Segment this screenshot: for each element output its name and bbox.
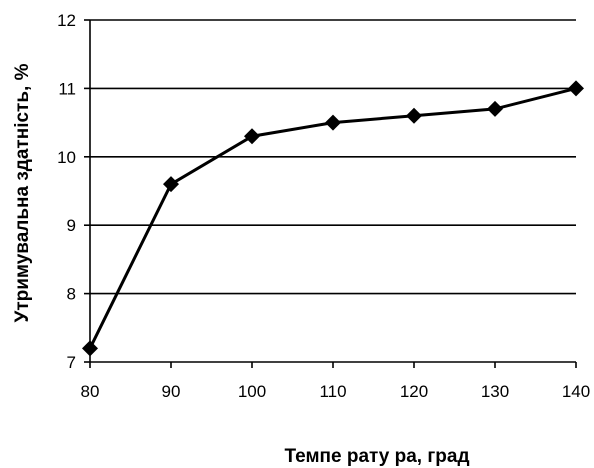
gridlines <box>90 19 576 295</box>
data-point-130 <box>487 100 503 117</box>
y-tick-label-12: 12 <box>57 11 76 30</box>
x-axis-title: Темпе рату ра, град <box>284 446 469 467</box>
x-tick-label-130: 130 <box>481 382 509 401</box>
data-point-120 <box>406 107 422 124</box>
x-tick-label-90: 90 <box>162 382 181 401</box>
x-tick-label-80: 80 <box>81 382 100 401</box>
y-tick-label-10: 10 <box>57 148 76 167</box>
y-tick-label-8: 8 <box>67 285 76 304</box>
x-tick-label-100: 100 <box>238 382 266 401</box>
y-tick-label-7: 7 <box>67 353 76 372</box>
x-tick-label-120: 120 <box>400 382 428 401</box>
data-point-80 <box>82 340 98 357</box>
data-point-90 <box>163 176 179 193</box>
data-point-110 <box>325 114 341 131</box>
data-point-100 <box>244 128 260 145</box>
data-point-140 <box>568 80 584 97</box>
series <box>82 80 584 357</box>
y-axis-title: Утримувальна здатність, % <box>12 63 33 322</box>
x-tick-label-110: 110 <box>319 382 346 401</box>
tick-labels: 7 8 9 10 11 12 80 90 100 110 120 130 140 <box>57 11 590 401</box>
y-tick-label-11: 11 <box>58 79 76 98</box>
y-tick-label-9: 9 <box>67 216 76 235</box>
axes <box>84 19 577 368</box>
x-tick-label-140: 140 <box>562 382 590 401</box>
